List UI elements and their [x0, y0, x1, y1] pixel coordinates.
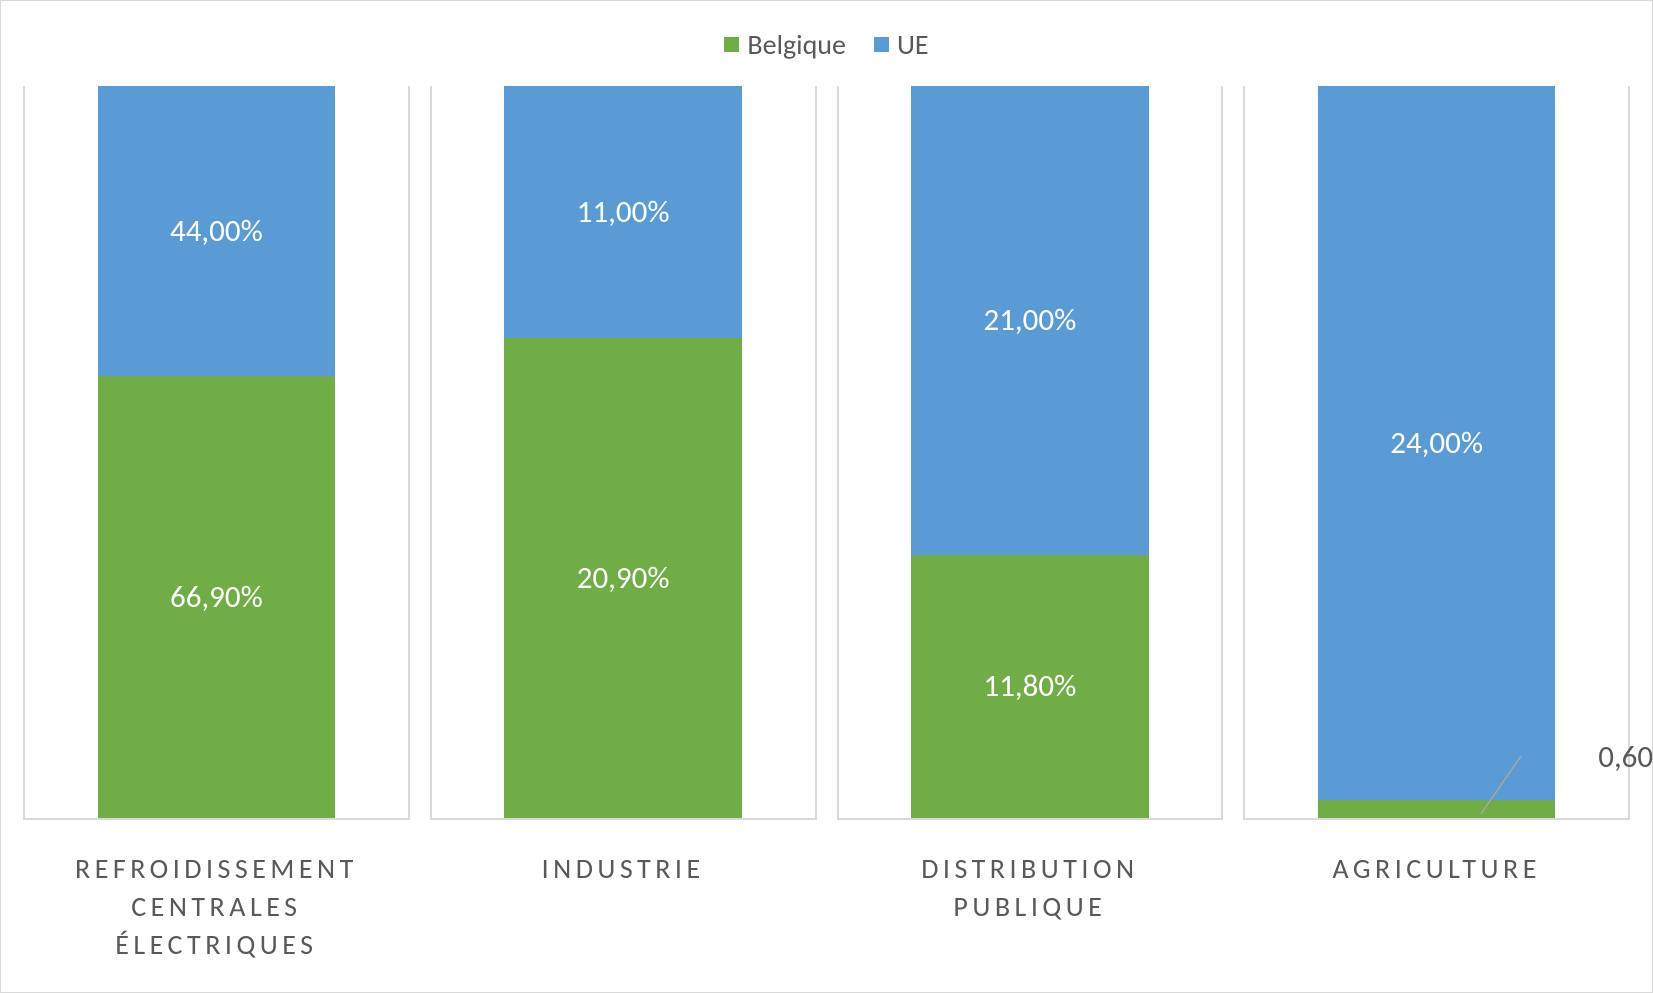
- stacked-bar: 11,80% 21,00%: [911, 86, 1148, 818]
- data-label: 21,00%: [983, 301, 1076, 339]
- bar-group-industrie: 20,90% 11,00% INDUSTRIE: [430, 86, 817, 980]
- chart-inner: Belgique UE 66,90% 44,00%: [13, 13, 1640, 980]
- bar-group-refroidissement: 66,90% 44,00% REFROIDISSEMENTCENTRALESÉL…: [23, 86, 410, 980]
- data-label: 11,00%: [577, 193, 670, 231]
- data-label: 44,00%: [170, 212, 263, 250]
- category-label: AGRICULTURE: [1332, 820, 1541, 980]
- bar-segment-ue: 11,00%: [504, 86, 741, 338]
- bar-segment-ue: 44,00%: [98, 86, 335, 376]
- legend-label-belgique: Belgique: [747, 27, 846, 62]
- data-label-callout: 0,60%: [1598, 738, 1653, 776]
- bar-area: 24,00% 0,60%: [1243, 86, 1630, 818]
- bar-area: 20,90% 11,00%: [430, 86, 817, 818]
- bar-area: 66,90% 44,00%: [23, 86, 410, 818]
- callout-leader-line: [1481, 756, 1561, 816]
- legend-item-belgique: Belgique: [724, 27, 846, 62]
- bar-segment-ue: 24,00%: [1318, 86, 1555, 800]
- bar-segment-belgique: 66,90%: [98, 376, 335, 818]
- data-label: 20,90%: [577, 559, 670, 597]
- bar-group-agriculture: 24,00% 0,60% AGRICULTURE: [1243, 86, 1630, 980]
- bar-segment-belgique: 11,80%: [911, 555, 1148, 818]
- stacked-bar: 24,00% 0,60%: [1318, 86, 1555, 818]
- category-label: REFROIDISSEMENTCENTRALESÉLECTRIQUES: [75, 820, 358, 980]
- category-label: DISTRIBUTIONPUBLIQUE: [921, 820, 1138, 980]
- legend-swatch-ue: [874, 37, 889, 52]
- bar-segment-belgique: 20,90%: [504, 338, 741, 818]
- legend-label-ue: UE: [897, 27, 929, 62]
- stacked-bar: 66,90% 44,00%: [98, 86, 335, 818]
- bar-group-distribution: 11,80% 21,00% DISTRIBUTIONPUBLIQUE: [837, 86, 1224, 980]
- chart-container: Belgique UE 66,90% 44,00%: [0, 0, 1653, 993]
- legend-item-ue: UE: [874, 27, 929, 62]
- data-label: 24,00%: [1390, 424, 1483, 462]
- legend: Belgique UE: [13, 13, 1640, 86]
- data-label: 11,80%: [983, 667, 1076, 705]
- category-label: INDUSTRIE: [542, 820, 705, 980]
- bar-area: 11,80% 21,00%: [837, 86, 1224, 818]
- legend-swatch-belgique: [724, 37, 739, 52]
- bar-segment-ue: 21,00%: [911, 86, 1148, 555]
- stacked-bar: 20,90% 11,00%: [504, 86, 741, 818]
- plot-area: 66,90% 44,00% REFROIDISSEMENTCENTRALESÉL…: [13, 86, 1640, 980]
- data-label: 66,90%: [170, 578, 263, 616]
